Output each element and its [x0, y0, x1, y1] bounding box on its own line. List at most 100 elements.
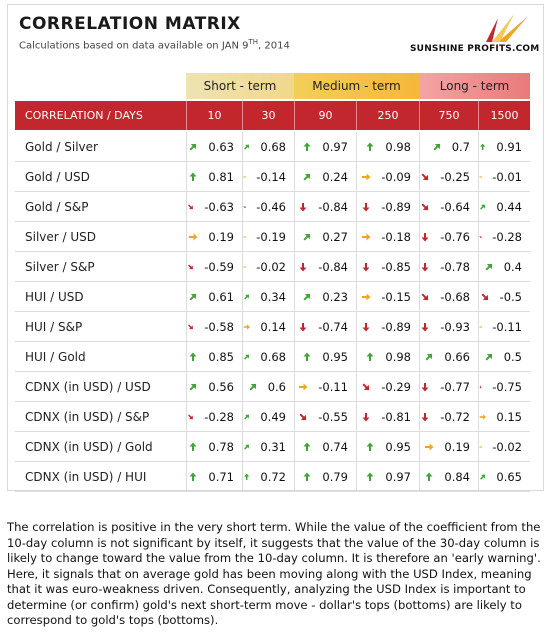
- table-cell: 0.71: [186, 462, 242, 491]
- row-label: CDNX (in USD) / S&P: [25, 409, 150, 424]
- arrow-down-icon: [299, 262, 307, 271]
- arrow-up-right-icon: [244, 294, 250, 300]
- table-cell: 0.31: [242, 432, 294, 461]
- correlation-value: 0.95: [322, 349, 348, 364]
- table-cell: -0.68: [419, 282, 478, 311]
- table-cell: 0.97: [356, 462, 419, 491]
- row-label: Silver / S&P: [25, 259, 95, 274]
- arrow-up-icon: [303, 352, 311, 361]
- correlation-value: 0.7: [451, 139, 470, 154]
- arrow-down-right-icon: [188, 413, 193, 419]
- arrow-up-icon: [366, 472, 374, 481]
- table-cell: -0.02: [478, 432, 530, 461]
- arrow-down-right-icon: [421, 172, 429, 180]
- arrow-up-icon: [480, 143, 486, 150]
- table-cell: -0.59: [186, 252, 242, 281]
- arrow-right-icon: [479, 445, 483, 448]
- table-cell: -0.28: [186, 402, 242, 431]
- arrow-right-icon: [479, 325, 483, 328]
- arrow-up-icon: [189, 352, 197, 361]
- arrow-up-right-icon: [189, 383, 197, 391]
- arrow-down-right-icon: [421, 292, 429, 300]
- correlation-value: -0.25: [440, 169, 470, 184]
- table-cell: -0.5: [478, 282, 530, 311]
- table-cell: 0.98: [356, 132, 419, 161]
- table-cell: -0.11: [478, 312, 530, 341]
- correlation-value: -0.28: [204, 409, 234, 424]
- table-cell: 0.34: [242, 282, 294, 311]
- arrow-up-icon: [303, 142, 311, 151]
- table-cell: 0.44: [478, 192, 530, 221]
- arrow-right-icon: [243, 265, 247, 268]
- table-cell: -0.01: [478, 162, 530, 191]
- row-label: HUI / S&P: [25, 319, 83, 334]
- correlation-value: -0.5: [499, 289, 522, 304]
- table-cell: -0.84: [294, 252, 356, 281]
- commentary-text: The correlation is positive in the very …: [7, 520, 541, 627]
- group-medium-term: Medium - term: [294, 73, 419, 99]
- arrow-down-icon: [421, 232, 429, 241]
- table-row: CDNX (in USD) / USD 0.56 0.6 -0.11 -0.29 -0.7…: [15, 372, 530, 402]
- arrow-down-icon: [421, 322, 429, 331]
- arrow-down-right-icon: [479, 235, 482, 238]
- table-cell: -0.14: [242, 162, 294, 191]
- arrow-down-icon: [421, 382, 429, 391]
- arrow-up-right-icon: [433, 143, 440, 151]
- table-cell: 0.15: [478, 402, 530, 431]
- correlation-value: -0.15: [381, 289, 411, 304]
- correlation-value: 0.79: [322, 469, 348, 484]
- table-cell: -0.55: [294, 402, 356, 431]
- page-title: CORRELATION MATRIX: [19, 14, 241, 34]
- arrow-up-right-icon: [303, 173, 311, 181]
- table-row: CDNX (in USD) / HUI 0.71 0.72 0.79 0.97 0.84 0…: [15, 462, 530, 492]
- arrow-down-right-icon: [299, 412, 307, 420]
- table-cell: 0.5: [478, 342, 530, 371]
- group-short-term: Short - term: [186, 73, 294, 99]
- table-cell: 0.95: [294, 342, 356, 371]
- subtitle: Calculations based on data available on …: [19, 38, 290, 51]
- header-label: CORRELATION / DAYS: [25, 109, 143, 122]
- correlation-value: -0.46: [256, 199, 286, 214]
- table-cell: 0.27: [294, 222, 356, 251]
- correlation-value: 0.95: [385, 439, 411, 454]
- correlation-value: 0.14: [260, 319, 286, 334]
- arrow-right-icon: [243, 235, 247, 238]
- table-row: HUI / S&P -0.58 0.14 -0.74 -0.89 -0.93 -0.11: [15, 312, 530, 342]
- table-cell: 0.78: [186, 432, 242, 461]
- correlation-value: -0.28: [492, 229, 522, 244]
- arrow-up-icon: [189, 172, 197, 181]
- correlation-value: -0.18: [381, 229, 411, 244]
- arrow-right-icon: [479, 175, 483, 178]
- table-cell: 0.63: [186, 132, 242, 161]
- table-cell: 0.91: [478, 132, 530, 161]
- table-cell: 0.66: [419, 342, 478, 371]
- table-cell: -0.09: [356, 162, 419, 191]
- arrow-right-icon: [243, 323, 251, 330]
- correlation-value: 0.66: [444, 349, 470, 364]
- correlation-value: -0.84: [318, 199, 348, 214]
- correlation-value: 0.98: [385, 349, 411, 364]
- table-cell: -0.78: [419, 252, 478, 281]
- correlation-value: -0.55: [318, 409, 348, 424]
- correlation-value: 0.91: [496, 139, 522, 154]
- correlation-value: -0.74: [318, 319, 348, 334]
- correlation-value: 0.71: [208, 469, 234, 484]
- correlation-value: 0.56: [208, 379, 234, 394]
- correlation-value: 0.19: [208, 229, 234, 244]
- correlation-value: -0.63: [204, 199, 234, 214]
- column-header: 250: [356, 101, 419, 130]
- correlation-value: -0.81: [381, 409, 411, 424]
- correlation-value: -0.89: [381, 319, 411, 334]
- table-cell: -0.58: [186, 312, 242, 341]
- table-cell: -0.11: [294, 372, 356, 401]
- correlation-value: 0.74: [322, 439, 348, 454]
- table-row: CDNX (in USD) / S&P -0.28 0.49 -0.55 -0.81 -0…: [15, 402, 530, 432]
- table-header: CORRELATION / DAYS 10 30 90 250 750 1500: [15, 101, 530, 130]
- arrow-up-icon: [303, 442, 311, 451]
- table-cell: -0.02: [242, 252, 294, 281]
- correlation-value: 0.6: [267, 379, 286, 394]
- table-cell: -0.75: [478, 372, 530, 401]
- correlation-table-body: Gold / Silver 0.63 0.68 0.97 0.98 0.7 0.91 Gold…: [15, 132, 530, 492]
- correlation-value: 0.44: [496, 199, 522, 214]
- correlation-value: -0.59: [204, 259, 234, 274]
